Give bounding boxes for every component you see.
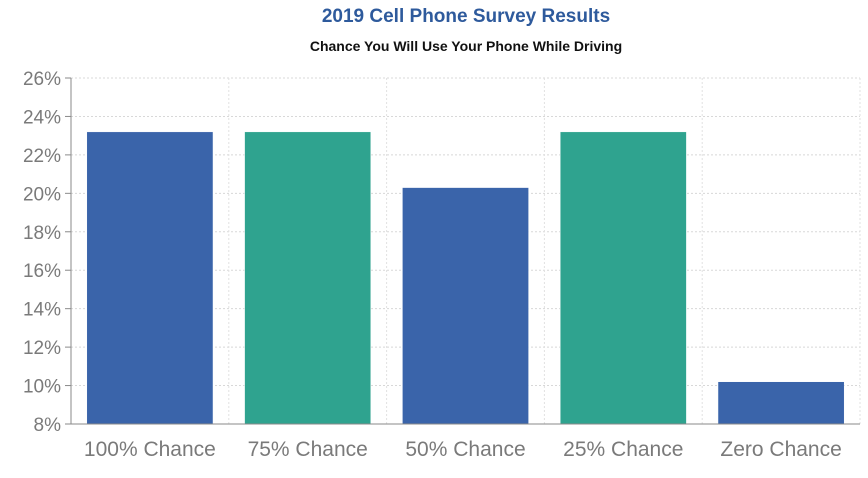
chart-title: 2019 Cell Phone Survey Results xyxy=(321,6,611,27)
y-tick-label: 16% xyxy=(23,261,61,282)
y-tick-label: 12% xyxy=(23,338,61,359)
y-tick-label: 20% xyxy=(23,184,61,205)
y-tick-label: 18% xyxy=(23,223,61,244)
bar xyxy=(244,131,372,425)
y-tick-label: 10% xyxy=(23,377,61,398)
y-tick-label: 26% xyxy=(23,69,61,90)
chart-subtitle: Chance You Will Use Your Phone While Dri… xyxy=(309,38,623,54)
x-tick-label: 75% Chance xyxy=(248,438,368,461)
bar xyxy=(717,381,845,425)
y-tick-label: 8% xyxy=(34,415,62,436)
y-tick-label: 22% xyxy=(23,146,61,167)
x-tick-label: 100% Chance xyxy=(84,438,216,461)
x-tick-label: 25% Chance xyxy=(563,438,683,461)
y-tick-label: 24% xyxy=(23,107,61,128)
x-tick-label: Zero Chance xyxy=(720,438,841,461)
bar xyxy=(86,131,214,425)
x-tick-label: 50% Chance xyxy=(405,438,525,461)
bar xyxy=(402,187,529,425)
y-tick-label: 14% xyxy=(23,300,61,321)
bar xyxy=(559,131,687,425)
